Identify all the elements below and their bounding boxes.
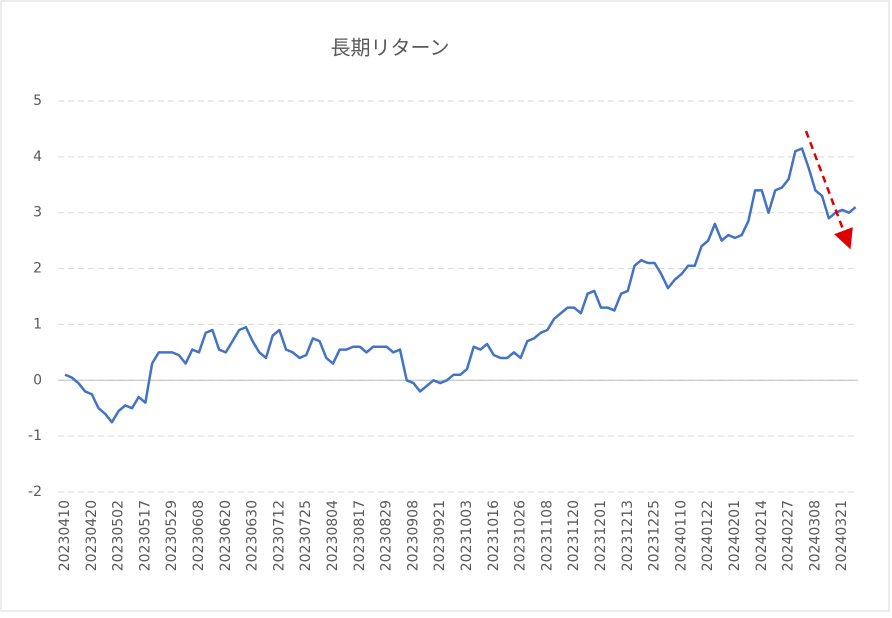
y-tick-label: -1	[28, 428, 42, 444]
x-tick-label: 20230829	[379, 500, 395, 571]
x-tick-label: 20230529	[164, 500, 180, 571]
x-tick-label: 20240214	[754, 500, 770, 571]
x-tick-label: 20230712	[271, 500, 287, 571]
plot-area: -2 -1 0 1 2 3 4 5 20230410 20230420 20230502 202305…	[28, 93, 858, 571]
x-tick-label: 20240321	[834, 500, 850, 571]
trend-arrow	[804, 130, 853, 250]
y-tick-label: 4	[33, 149, 42, 165]
x-tick-label: 20230921	[432, 500, 448, 571]
y-tick-label: 0	[33, 372, 42, 388]
x-tick-label: 20230502	[111, 500, 127, 571]
x-tick-label: 20231225	[647, 500, 663, 571]
x-tick-label: 20230630	[245, 500, 261, 571]
x-tick-label: 20240227	[781, 500, 797, 571]
x-tick-label: 20240308	[807, 500, 823, 571]
x-tick-label: 20240122	[700, 500, 716, 571]
x-tick-label: 20230517	[137, 500, 153, 571]
x-tick-label: 20240201	[727, 500, 743, 571]
x-tick-label: 20231201	[593, 500, 609, 571]
y-tick-label: 2	[33, 261, 42, 277]
chart-title: 長期リターン	[331, 36, 450, 60]
x-tick-label: 20230908	[405, 500, 421, 571]
y-tick-label: 1	[33, 316, 42, 332]
x-tick-label: 20231003	[459, 500, 475, 571]
x-tick-label: 20230420	[84, 500, 100, 571]
x-tick-label: 20231026	[513, 500, 529, 571]
x-tick-label: 20230804	[325, 500, 341, 571]
y-tick-label: -2	[28, 484, 42, 500]
x-tick-label: 20230608	[191, 500, 207, 571]
y-tick-label: 3	[33, 205, 42, 221]
line-series	[64, 147, 857, 424]
x-tick-label: 20230620	[218, 500, 234, 571]
x-tick-label: 20231120	[566, 500, 582, 571]
x-tick-label: 20231108	[539, 500, 555, 571]
x-tick-label: 20231016	[486, 500, 502, 571]
x-tick-label: 20231213	[620, 500, 636, 571]
x-tick-label: 20230817	[352, 500, 368, 571]
x-tick-label: 20240110	[673, 500, 689, 571]
y-tick-label: 5	[33, 93, 42, 109]
x-tick-label: 20230725	[298, 500, 314, 571]
x-tick-label: 20230410	[57, 500, 73, 571]
